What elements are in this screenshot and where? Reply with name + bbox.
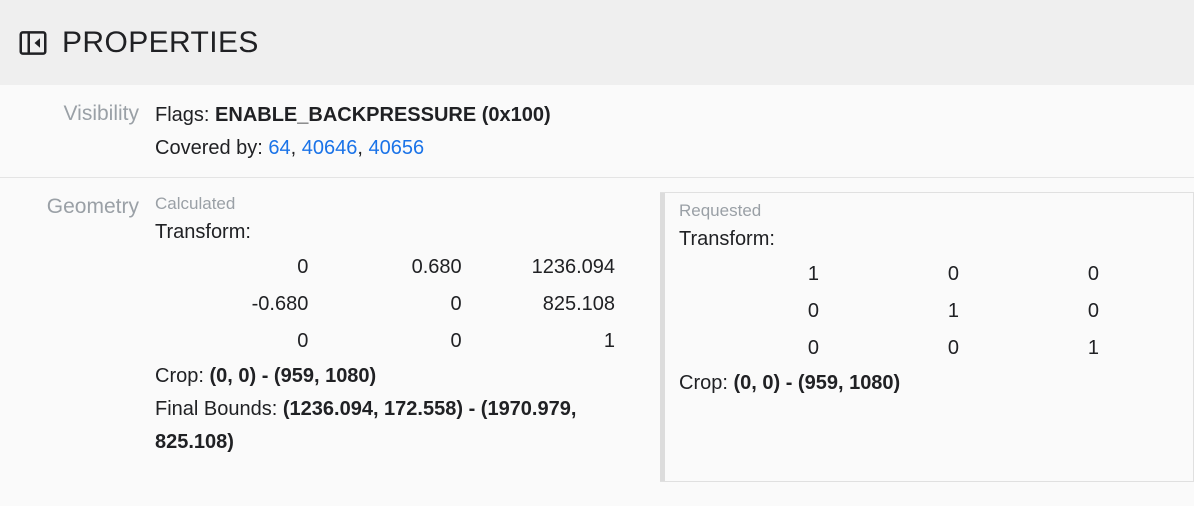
final-bounds-value: (1236.094, 172.558) - (1970.979, 825.108… bbox=[155, 398, 577, 453]
matrix-cell: 0 bbox=[1087, 300, 1099, 322]
requested-subhead: Requested bbox=[679, 201, 762, 220]
matrix-cell: 0 bbox=[947, 337, 959, 359]
calculated-crop-row: Crop: (0, 0) - (959, 1080) bbox=[155, 360, 650, 393]
calculated-crop-value: (0, 0) - (959, 1080) bbox=[209, 365, 377, 387]
matrix-cell: 0 bbox=[1087, 263, 1099, 285]
section-visibility: Visibility Flags: ENABLE_BACKPRESSURE (0… bbox=[0, 85, 1194, 177]
page-title: PROPERTIES bbox=[62, 25, 259, 59]
section-label-visibility: Visibility bbox=[63, 102, 139, 125]
matrix-cell: 0 bbox=[450, 293, 462, 315]
matrix-cell: 0 bbox=[297, 256, 309, 278]
matrix-cell: 825.108 bbox=[542, 293, 615, 315]
flags-value: ENABLE_BACKPRESSURE (0x100) bbox=[215, 104, 551, 126]
matrix-cell: 0.680 bbox=[411, 256, 462, 278]
matrix-cell: 0 bbox=[450, 330, 462, 352]
requested-transform-label: Transform: bbox=[679, 228, 775, 250]
matrix-row: 1 0 0 bbox=[679, 256, 1099, 293]
panel-collapse-left-icon[interactable] bbox=[18, 28, 48, 58]
matrix-cell: 0 bbox=[947, 263, 959, 285]
matrix-row: 0 0.680 1236.094 bbox=[155, 249, 615, 286]
matrix-cell: 1 bbox=[603, 330, 615, 352]
link-separator-1: , bbox=[357, 137, 363, 159]
geometry-body: Calculated Transform: 0 0.680 1236.094 -… bbox=[155, 192, 1194, 482]
calculated-subhead: Calculated bbox=[155, 194, 236, 213]
final-bounds-label: Final Bounds: bbox=[155, 398, 278, 420]
requested-crop-value: (0, 0) - (959, 1080) bbox=[733, 372, 901, 394]
calculated-transform-matrix: 0 0.680 1236.094 -0.680 0 825.108 0 0 1 bbox=[155, 249, 615, 360]
requested-column: Requested Transform: 1 0 0 0 1 0 bbox=[660, 192, 1194, 482]
matrix-row: 0 0 1 bbox=[155, 323, 615, 360]
flags-row: Flags: ENABLE_BACKPRESSURE (0x100) bbox=[155, 99, 1194, 132]
matrix-cell: 0 bbox=[297, 330, 309, 352]
covered-by-link-2[interactable]: 40656 bbox=[368, 137, 425, 159]
matrix-cell: 1 bbox=[807, 263, 819, 285]
matrix-row: 0 0 1 bbox=[679, 330, 1099, 367]
calculated-transform-label: Transform: bbox=[155, 221, 251, 243]
matrix-cell: -0.680 bbox=[251, 293, 309, 315]
matrix-row: 0 1 0 bbox=[679, 293, 1099, 330]
matrix-cell: 1236.094 bbox=[531, 256, 615, 278]
requested-transform-matrix: 1 0 0 0 1 0 0 0 1 bbox=[679, 256, 1099, 367]
covered-by-link-1[interactable]: 40646 bbox=[301, 137, 358, 159]
section-label-geometry: Geometry bbox=[46, 195, 139, 218]
matrix-cell: 0 bbox=[807, 300, 819, 322]
matrix-cell: 1 bbox=[1087, 337, 1099, 359]
covered-by-row: Covered by: 64, 40646, 40656 bbox=[155, 132, 1194, 165]
calculated-crop-label: Crop: bbox=[155, 365, 204, 387]
properties-header: PROPERTIES bbox=[0, 0, 1194, 85]
matrix-cell: 0 bbox=[807, 337, 819, 359]
calculated-final-bounds-row: Final Bounds: (1236.094, 172.558) - (197… bbox=[155, 393, 650, 459]
flags-label: Flags: bbox=[155, 104, 210, 126]
calculated-column: Calculated Transform: 0 0.680 1236.094 -… bbox=[155, 192, 660, 482]
link-separator-0: , bbox=[290, 137, 297, 159]
requested-crop-row: Crop: (0, 0) - (959, 1080) bbox=[679, 367, 1193, 400]
requested-crop-label: Crop: bbox=[679, 372, 728, 394]
matrix-row: -0.680 0 825.108 bbox=[155, 286, 615, 323]
matrix-cell: 1 bbox=[947, 300, 959, 322]
section-geometry: Geometry Calculated Transform: 0 0.680 1… bbox=[0, 177, 1194, 494]
visibility-body: Flags: ENABLE_BACKPRESSURE (0x100) Cover… bbox=[155, 99, 1194, 165]
covered-by-link-0[interactable]: 64 bbox=[268, 137, 291, 159]
requested-accent-bar bbox=[660, 193, 665, 481]
covered-by-label: Covered by: bbox=[155, 137, 263, 159]
